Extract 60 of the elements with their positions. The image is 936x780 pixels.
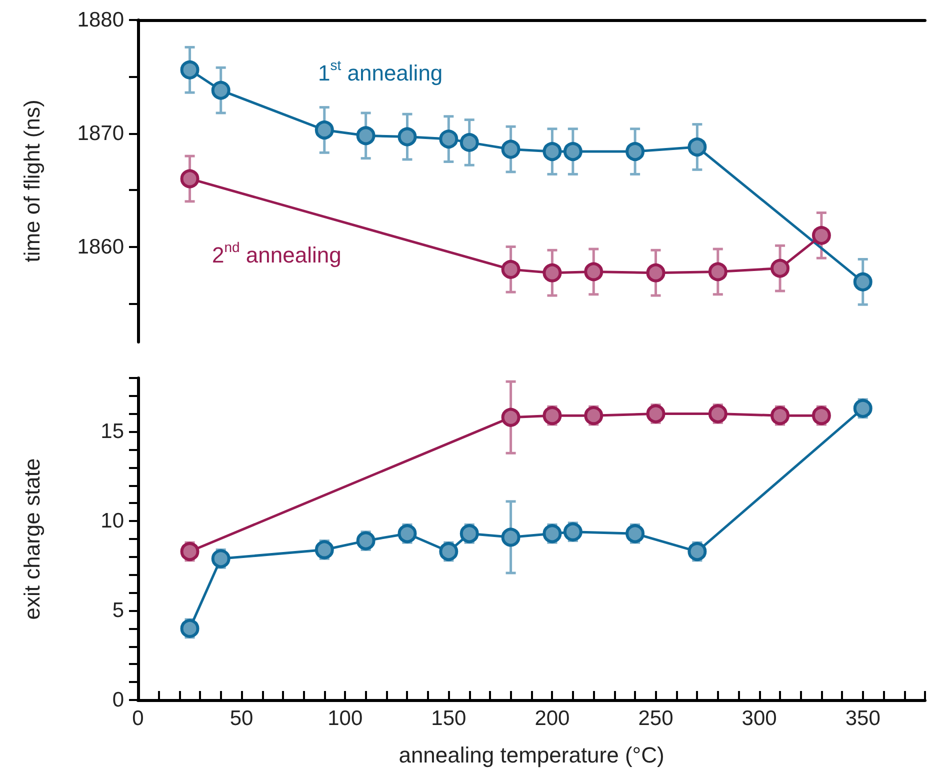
- point: [211, 80, 230, 100]
- point: [708, 262, 728, 282]
- x-tick-label: 150: [431, 707, 466, 730]
- point: [770, 258, 790, 278]
- point: [460, 132, 479, 152]
- point: [501, 140, 520, 159]
- point: [180, 618, 200, 638]
- y-tick-label: 15: [100, 420, 124, 444]
- x-tick-label: 350: [845, 707, 880, 730]
- y-tick-label: 5: [112, 599, 124, 622]
- point: [542, 263, 562, 282]
- y-axis-title: time of flight (ns): [20, 100, 44, 262]
- point: [211, 549, 230, 568]
- y-tick-label: 1870: [77, 122, 124, 145]
- point: [180, 542, 200, 562]
- point: [853, 398, 872, 418]
- point: [180, 169, 200, 188]
- point: [542, 406, 562, 426]
- point: [439, 542, 458, 562]
- y-tick-label: 0: [112, 688, 124, 712]
- point: [501, 260, 520, 279]
- point: [542, 524, 562, 544]
- x-tick-label: 250: [638, 707, 674, 730]
- point: [853, 272, 872, 292]
- x-tick-label: 200: [534, 707, 570, 730]
- point: [584, 406, 604, 426]
- point: [812, 406, 831, 426]
- point: [356, 531, 376, 550]
- x-axis-title: annealing temperature (°C): [398, 742, 664, 768]
- point: [563, 142, 582, 162]
- point: [439, 130, 458, 149]
- point: [812, 226, 831, 245]
- point: [501, 408, 520, 427]
- point: [356, 126, 376, 146]
- point: [646, 263, 666, 282]
- x-tick-label: 0: [132, 707, 144, 730]
- y-tick-label: 1860: [77, 235, 124, 258]
- point: [646, 404, 666, 424]
- point: [398, 127, 417, 146]
- point: [626, 524, 645, 544]
- point: [542, 142, 562, 162]
- point: [708, 404, 728, 424]
- point: [584, 262, 604, 282]
- point: [688, 542, 707, 562]
- point: [314, 540, 334, 560]
- point: [180, 60, 200, 80]
- x-tick-label: 300: [742, 707, 777, 730]
- point: [563, 522, 582, 542]
- point: [688, 137, 707, 156]
- point: [398, 524, 417, 544]
- y-tick-label: 1880: [77, 8, 124, 32]
- x-tick-label: 50: [230, 707, 254, 730]
- point: [460, 524, 479, 544]
- y-tick-label: 10: [100, 510, 124, 533]
- point: [501, 528, 520, 547]
- y-axis-title: exit charge state: [20, 458, 44, 620]
- x-tick-label: 100: [328, 707, 363, 730]
- point: [314, 120, 334, 140]
- point: [626, 142, 645, 162]
- point: [770, 406, 790, 426]
